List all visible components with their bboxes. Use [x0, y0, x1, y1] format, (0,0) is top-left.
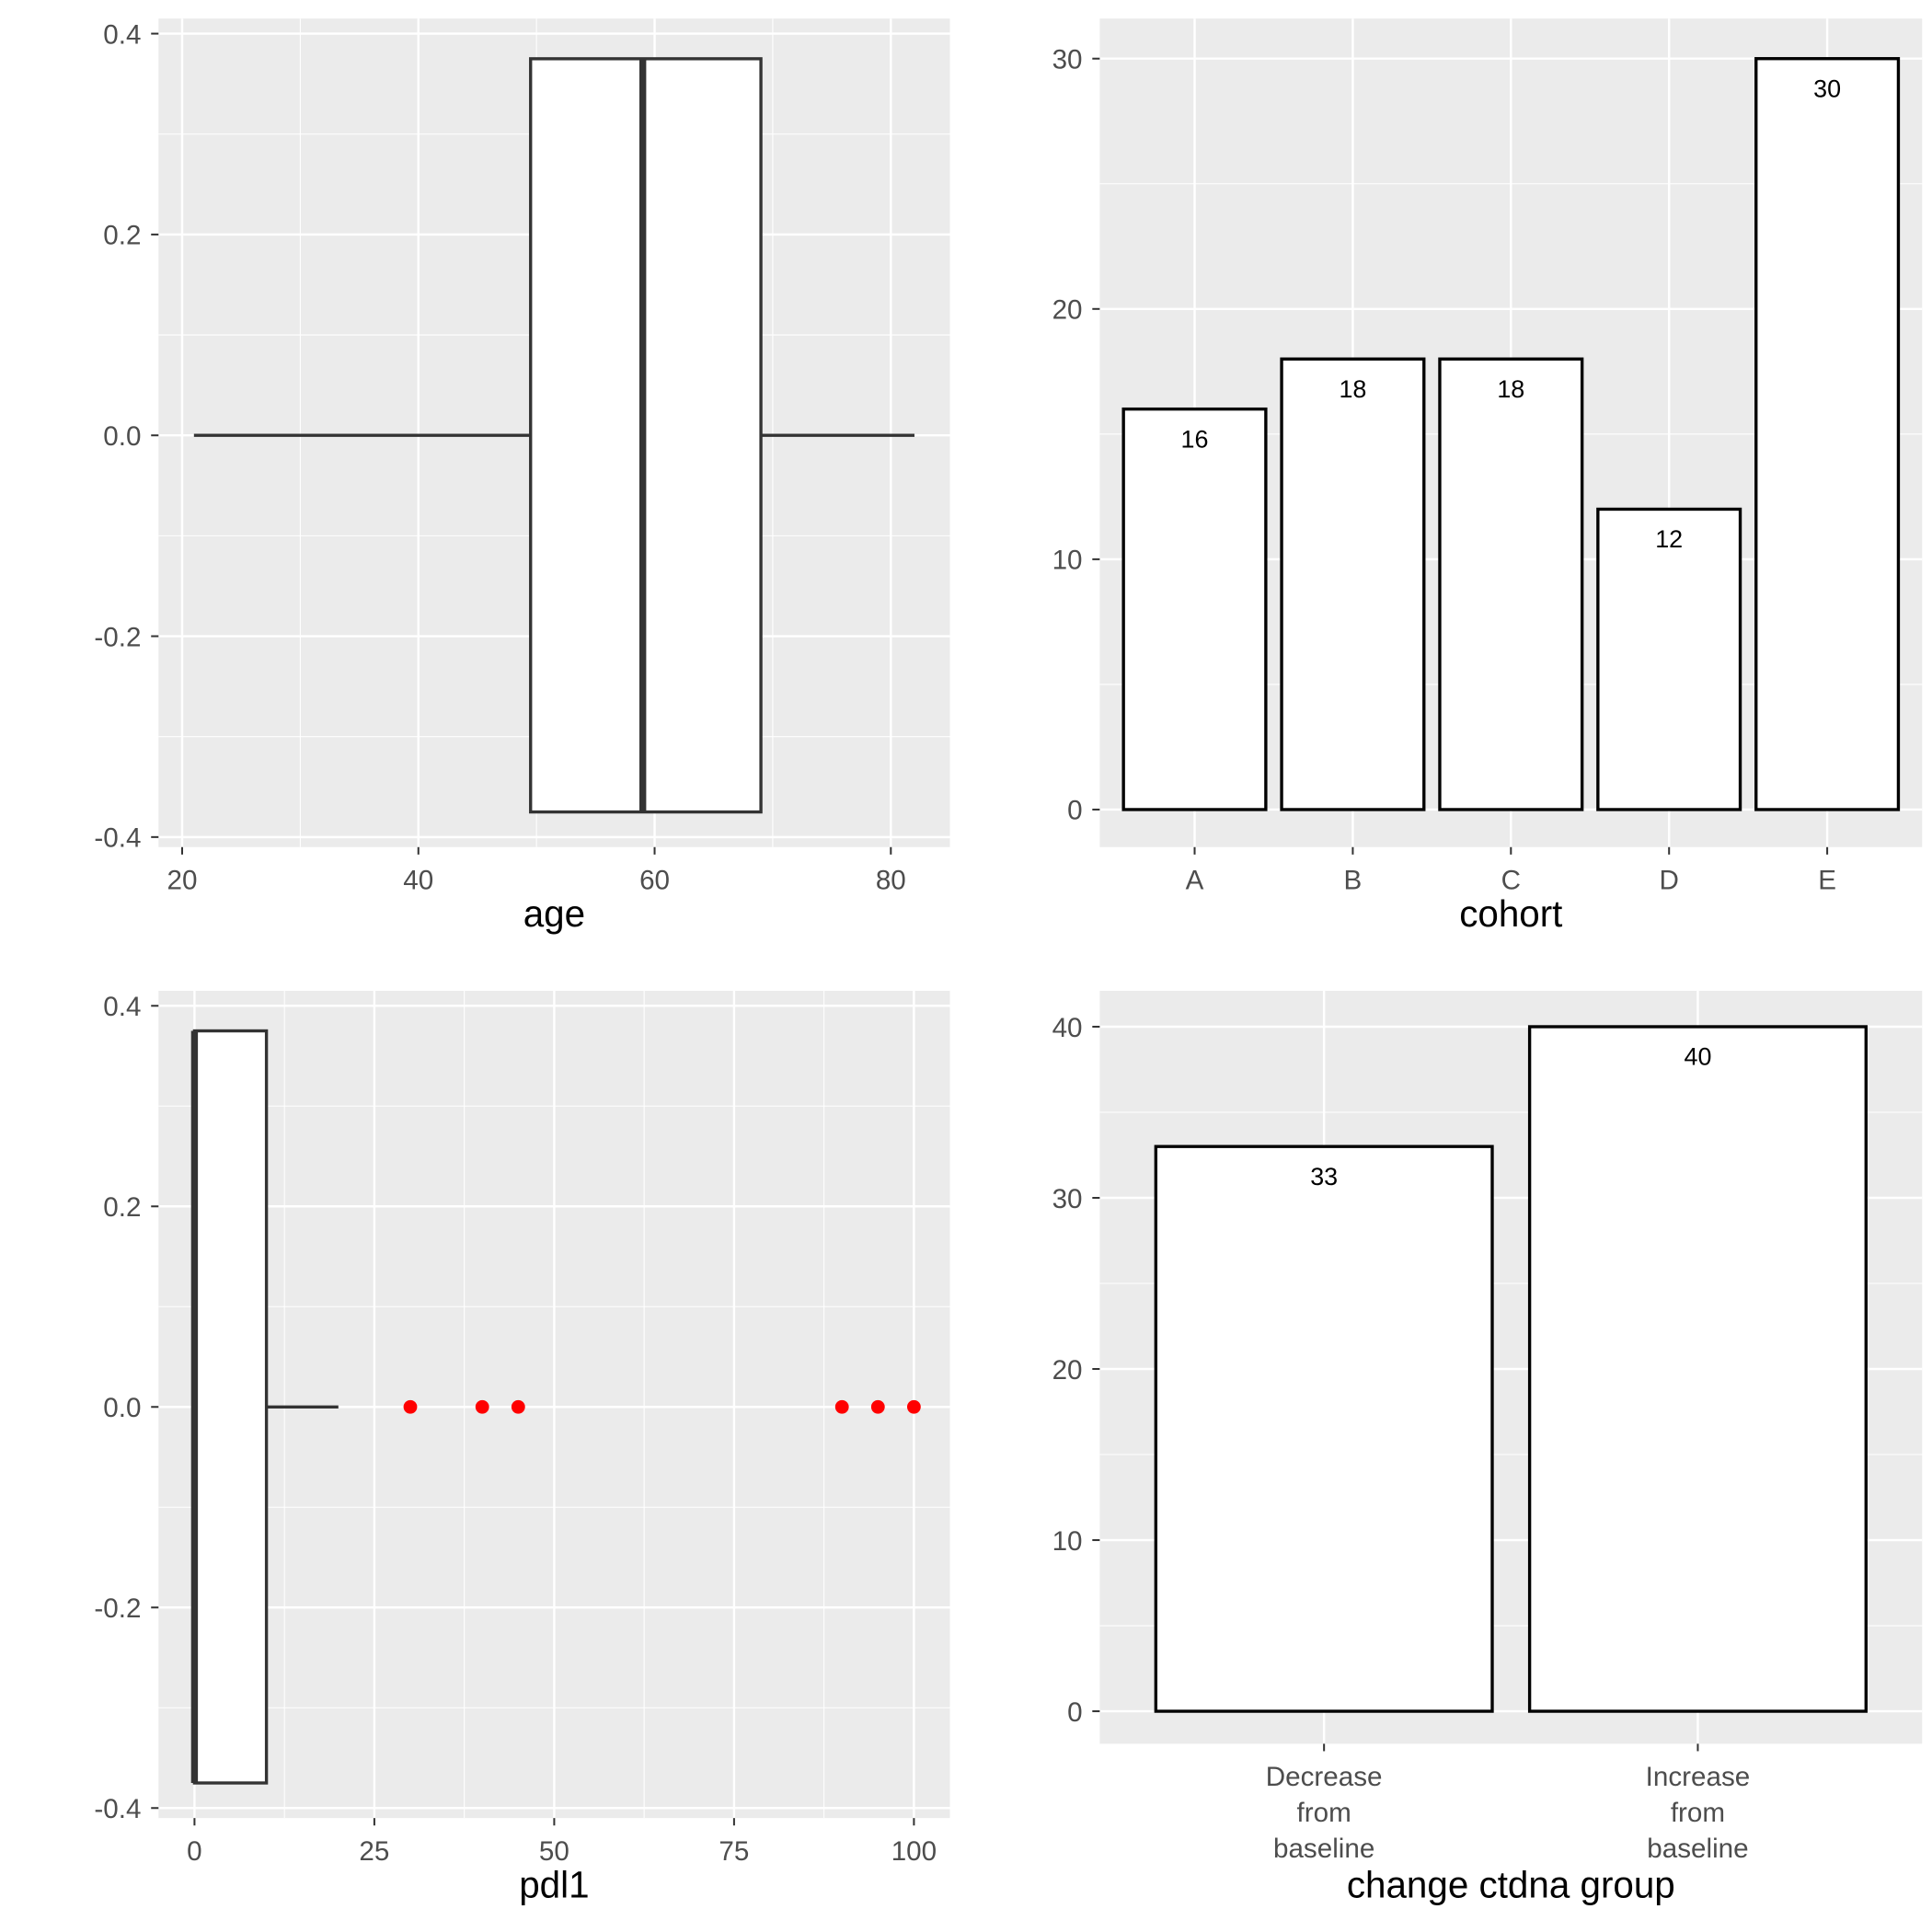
outlier-point — [511, 1399, 525, 1414]
box-iqr — [192, 1029, 269, 1785]
bar-value-label: 16 — [1181, 425, 1209, 453]
x-tick-label-line: baseline — [1273, 1834, 1374, 1864]
bar-increase — [1527, 1025, 1868, 1713]
y-tick-label: 0.2 — [103, 221, 141, 251]
x-tick-label-line: 75 — [719, 1836, 749, 1867]
x-tick-label-line: 25 — [359, 1836, 389, 1867]
bar-value-label: 33 — [1310, 1163, 1338, 1190]
x-tick-label: 60 — [639, 866, 670, 896]
panel-1: -0.4 -0.2 0.0 0.2 0.4 20 40 60 80 age — [94, 18, 950, 935]
bar-value-label: 18 — [1497, 375, 1524, 403]
x-axis-title: pdl1 — [519, 1863, 589, 1905]
x-tick-label: B — [1344, 866, 1363, 896]
x-tick-label: A — [1186, 866, 1204, 896]
x-tick-label: 40 — [403, 866, 433, 896]
x-axis-title: age — [523, 892, 585, 935]
bar-value-label: 12 — [1655, 525, 1683, 553]
x-tick-label: Increase from baseline — [1646, 1762, 1751, 1864]
y-tick-label: -0.4 — [94, 823, 141, 854]
x-tick-label-line: 40 — [403, 866, 433, 896]
bar-value-label: 40 — [1684, 1043, 1711, 1071]
y-tick-label: -0.2 — [94, 622, 141, 652]
outlier-point — [906, 1399, 921, 1414]
x-tick-label-line: 100 — [891, 1836, 937, 1867]
panel-3: -0.4 -0.2 0.0 0.2 0.4 0 25 50 75 100 pdl1 — [94, 990, 950, 1905]
x-tick-label-line: 60 — [639, 866, 670, 896]
y-tick-label: 0.0 — [103, 1393, 141, 1423]
x-tick-label-line: 80 — [876, 866, 906, 896]
x-tick-label: C — [1501, 866, 1521, 896]
y-tick-label: 20 — [1052, 295, 1083, 326]
x-tick-label-line: from — [1297, 1798, 1351, 1828]
panel-4: 0 10 20 30 40 Decrease from baseline Increase fro… — [1052, 990, 1923, 1905]
x-tick-label: 50 — [539, 1836, 569, 1867]
outlier-point — [870, 1399, 885, 1414]
x-tick-label: Decrease from baseline — [1266, 1762, 1383, 1864]
y-tick-label: 0.0 — [103, 421, 141, 452]
y-tick-label: 30 — [1052, 44, 1083, 75]
bar-value-label: 30 — [1813, 75, 1841, 102]
x-tick-label: 100 — [891, 1836, 937, 1867]
x-tick-label-line: A — [1186, 866, 1204, 896]
x-axis-title: cohort — [1459, 892, 1562, 935]
bar-d — [1596, 507, 1742, 811]
x-tick-label: D — [1660, 866, 1679, 896]
x-tick-label-line: D — [1660, 866, 1679, 896]
x-tick-label-line: E — [1818, 866, 1836, 896]
bar-e — [1754, 57, 1901, 811]
outlier-point — [475, 1399, 489, 1414]
y-tick-label: 0 — [1067, 796, 1082, 826]
bar-value-label: 18 — [1339, 375, 1366, 403]
x-tick-label: 0 — [187, 1836, 201, 1867]
y-tick-label: 0.4 — [103, 19, 141, 50]
x-tick-label-line: baseline — [1647, 1834, 1748, 1864]
y-tick-label: 10 — [1052, 1526, 1083, 1557]
y-tick-label: 10 — [1052, 546, 1083, 576]
x-tick-label: 80 — [876, 866, 906, 896]
y-tick-label: 40 — [1052, 1013, 1083, 1043]
x-tick-label-line: Increase — [1646, 1762, 1751, 1792]
y-tick-label: 20 — [1052, 1355, 1083, 1386]
outlier-point — [403, 1399, 418, 1414]
bar-b — [1280, 357, 1426, 811]
x-tick-label: 25 — [359, 1836, 389, 1867]
y-tick-label: 30 — [1052, 1184, 1083, 1214]
x-axis-title: change ctdna group — [1347, 1863, 1675, 1905]
bar-a — [1121, 407, 1268, 811]
x-tick-label: 75 — [719, 1836, 749, 1867]
y-tick-label: -0.4 — [94, 1794, 141, 1824]
panel-2: 0 10 20 30 A B C D E 16 18 18 12 30 cohort — [1052, 18, 1923, 935]
y-tick-label: 0 — [1067, 1697, 1082, 1728]
y-tick-label: 0.2 — [103, 1192, 141, 1223]
x-tick-label-line: Decrease — [1266, 1762, 1383, 1792]
x-tick-label: E — [1818, 866, 1836, 896]
x-tick-label-line: C — [1501, 866, 1521, 896]
x-tick-label: 20 — [167, 866, 198, 896]
y-tick-label: 0.4 — [103, 992, 141, 1022]
bar-decrease — [1154, 1144, 1494, 1713]
x-tick-label-line: 0 — [187, 1836, 201, 1867]
x-tick-label-line: from — [1671, 1798, 1725, 1828]
x-tick-label-line: 50 — [539, 1836, 569, 1867]
x-tick-label-line: 20 — [167, 866, 198, 896]
bar-c — [1438, 357, 1584, 811]
y-tick-label: -0.2 — [94, 1593, 141, 1624]
x-tick-label-line: B — [1344, 866, 1363, 896]
outlier-point — [834, 1399, 849, 1414]
